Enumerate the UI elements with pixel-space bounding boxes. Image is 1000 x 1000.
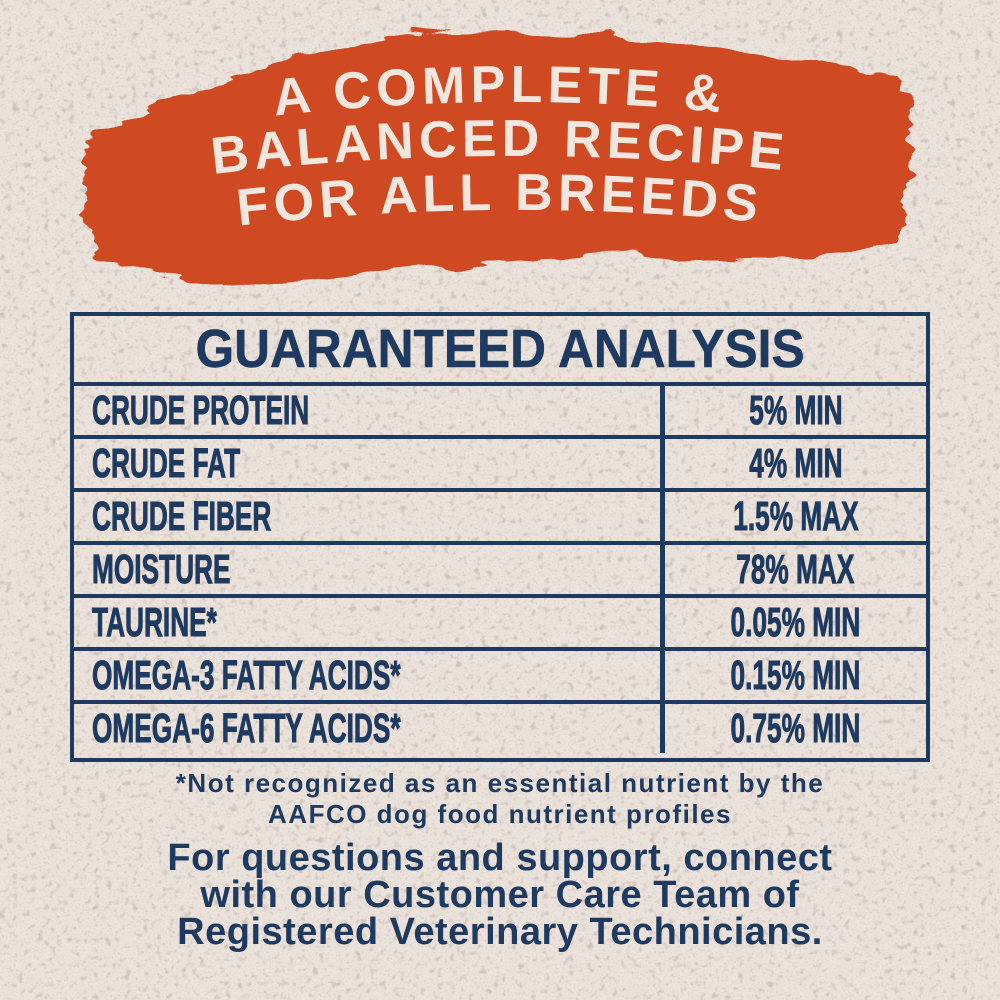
nutrient-value-cell: 78% MAX bbox=[665, 545, 926, 594]
nutrient-label-cell: OMEGA-3 FATTY ACIDS* bbox=[74, 651, 665, 700]
table-title: GUARANTEED ANALYSIS bbox=[195, 319, 805, 380]
nutrient-value-cell: 1.5% MAX bbox=[665, 492, 926, 541]
support-line-2: with our Customer Care Team of bbox=[200, 874, 800, 916]
aafco-footnote: *Not recognized as an essential nutrient… bbox=[0, 768, 1000, 830]
nutrient-label: CRUDE FAT bbox=[92, 440, 241, 487]
aafco-footnote-line-2: AAFCO dog food nutrient profiles bbox=[268, 799, 732, 829]
table-row-moisture: MOISTURE 78% MAX bbox=[74, 545, 926, 598]
table-row-crude-fat: CRUDE FAT 4% MIN bbox=[74, 439, 926, 492]
nutrient-value-cell: 5% MIN bbox=[665, 386, 926, 435]
nutrient-label: MOISTURE bbox=[92, 546, 231, 593]
nutrient-value: 78% MAX bbox=[736, 546, 855, 593]
guaranteed-analysis-table: GUARANTEED ANALYSIS CRUDE PROTEIN 5% MIN… bbox=[70, 312, 930, 762]
nutrient-label-cell: MOISTURE bbox=[74, 545, 665, 594]
nutrient-value: 0.05% MIN bbox=[730, 599, 861, 646]
support-line-3: Registered Veterinary Technicians. bbox=[177, 911, 823, 953]
nutrient-value-cell: 0.15% MIN bbox=[665, 651, 926, 700]
nutrient-value: 1.5% MAX bbox=[732, 493, 859, 540]
nutrient-value: 0.75% MIN bbox=[730, 705, 861, 752]
nutrient-label: CRUDE FIBER bbox=[92, 493, 272, 540]
table-row-omega-6: OMEGA-6 FATTY ACIDS* 0.75% MIN bbox=[74, 704, 926, 753]
nutrient-label: CRUDE PROTEIN bbox=[92, 387, 310, 434]
nutrient-label: OMEGA-3 FATTY ACIDS* bbox=[92, 652, 401, 699]
support-message: For questions and support, connect with … bbox=[0, 837, 1000, 953]
aafco-footnote-line-1: *Not recognized as an essential nutrient… bbox=[175, 768, 825, 798]
support-line-1: For questions and support, connect bbox=[167, 837, 833, 879]
nutrient-value: 4% MIN bbox=[748, 440, 843, 487]
table-header: GUARANTEED ANALYSIS bbox=[74, 316, 926, 386]
nutrient-value-cell: 4% MIN bbox=[665, 439, 926, 488]
nutrient-value: 5% MIN bbox=[748, 387, 843, 434]
nutrient-label-cell: TAURINE* bbox=[74, 598, 665, 647]
table-row-crude-protein: CRUDE PROTEIN 5% MIN bbox=[74, 386, 926, 439]
banner-brush-stroke: A COMPLETE & BALANCED RECIPE FOR ALL BRE… bbox=[83, 32, 913, 287]
nutrient-label-cell: CRUDE FIBER bbox=[74, 492, 665, 541]
nutrient-label: TAURINE* bbox=[92, 599, 218, 646]
nutrient-value: 0.15% MIN bbox=[730, 652, 861, 699]
nutrient-label-cell: CRUDE FAT bbox=[74, 439, 665, 488]
table-row-crude-fiber: CRUDE FIBER 1.5% MAX bbox=[74, 492, 926, 545]
nutrient-label-cell: CRUDE PROTEIN bbox=[74, 386, 665, 435]
nutrient-value-cell: 0.75% MIN bbox=[665, 704, 926, 753]
nutrient-value-cell: 0.05% MIN bbox=[665, 598, 926, 647]
table-row-taurine: TAURINE* 0.05% MIN bbox=[74, 598, 926, 651]
nutrient-label: OMEGA-6 FATTY ACIDS* bbox=[92, 705, 401, 752]
nutrient-label-cell: OMEGA-6 FATTY ACIDS* bbox=[74, 704, 665, 753]
table-row-omega-3: OMEGA-3 FATTY ACIDS* 0.15% MIN bbox=[74, 651, 926, 704]
